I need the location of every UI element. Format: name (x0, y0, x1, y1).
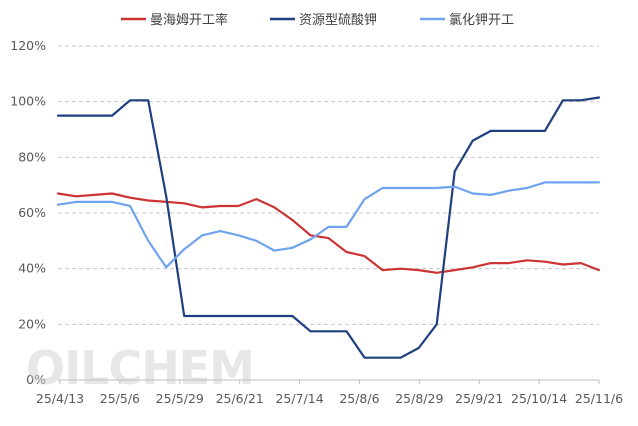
series-lines (56, 96, 601, 359)
x-tick-label: 25/5/29 (156, 391, 204, 406)
legend: 曼海姆开工率 资源型硫酸钾 氯化钾开工 (121, 12, 514, 28)
y-tick-label: 60% (18, 205, 46, 220)
legend-label: 曼海姆开工率 (150, 12, 228, 28)
legend-label: 资源型硫酸钾 (299, 13, 377, 28)
gridlines (58, 45, 599, 325)
x-tick-label: 25/7/14 (275, 391, 323, 406)
x-tick-label: 25/6/21 (216, 391, 264, 406)
series-line-3 (56, 181, 601, 269)
legend-label: 氯化钾开工 (449, 13, 514, 28)
x-axis-ticks: 25/4/13 25/5/6 25/5/29 25/6/21 25/7/14 25/8/6… (36, 380, 623, 406)
x-tick-label: 25/8/29 (395, 391, 443, 406)
x-tick-label: 25/10/14 (511, 391, 567, 406)
y-tick-label: 80% (18, 149, 46, 164)
x-tick-label: 25/5/6 (100, 391, 140, 406)
y-tick-label: 40% (18, 261, 46, 276)
y-tick-label: 20% (18, 316, 46, 331)
y-tick-label: 100% (10, 94, 46, 109)
y-axis-ticks: 0% 20% 40% 60% 80% 100% 120% (10, 38, 46, 387)
series-line-1 (56, 192, 601, 274)
x-tick-label: 25/9/21 (455, 391, 503, 406)
series-line-2 (56, 96, 601, 359)
y-tick-label: 0% (26, 372, 46, 387)
watermark-logo: OILCHEM (26, 341, 254, 395)
x-tick-label: 25/11/6 (575, 391, 623, 406)
x-tick-label: 25/8/6 (339, 391, 379, 406)
y-tick-label: 120% (10, 38, 46, 53)
x-tick-label: 25/4/13 (36, 391, 84, 406)
